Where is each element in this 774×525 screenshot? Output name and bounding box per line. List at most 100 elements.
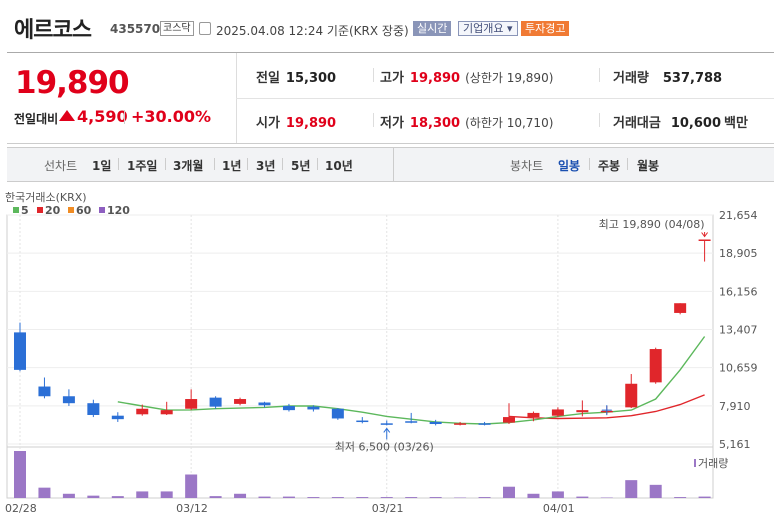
divider (165, 158, 166, 170)
volume-bar (551, 491, 564, 498)
y-tick-label: 7,910 (719, 400, 751, 413)
tab-weekly[interactable]: 주봉 (598, 159, 621, 173)
company-overview-dropdown[interactable]: 기업개요 ▾ (458, 21, 518, 36)
candle-body (698, 239, 711, 241)
legend-label-ma60: 60 (76, 204, 92, 217)
chart-period-tabs: 선차트 1일 1주일 3개월 1년 3년 5년 10년 봉차트 일봉 주봉 월봉 (7, 147, 774, 182)
low-arrowhead-icon (383, 427, 391, 433)
y-tick-label: 10,659 (719, 362, 758, 375)
divider (214, 158, 215, 170)
investment-warning-badge: 투자경고 (521, 21, 570, 36)
y-tick-label: 18,905 (719, 247, 758, 260)
volume-bar (160, 491, 173, 498)
amount-label: 거래대금 (613, 116, 661, 131)
quote-panel: 19,890 전일대비 4,590 +30.00% 전일 15,300 고가 19,… (7, 52, 774, 144)
volume-bar (674, 497, 687, 498)
high-value: 19,890 (409, 71, 461, 86)
high-price: 고가 19,890 (상한가 19,890) (380, 67, 553, 86)
tab-3m[interactable]: 3개월 (173, 159, 204, 173)
high-label: 고가 (380, 71, 404, 86)
candle-body (38, 386, 51, 397)
divider (247, 158, 248, 170)
candle-body (234, 399, 247, 404)
tab-3y[interactable]: 3년 (256, 159, 276, 173)
divider (118, 158, 119, 170)
candle-body (503, 417, 515, 423)
tab-1w[interactable]: 1주일 (127, 159, 158, 173)
legend-swatch-ma5 (13, 207, 19, 213)
candle-body (87, 403, 100, 415)
calendar-icon (199, 22, 211, 35)
quote-row-2: 시가 19,890 저가 18,300 (하한가 10,710) 거래대금 10,600… (236, 98, 774, 143)
y-tick-label: 13,407 (719, 324, 758, 337)
stock-name: 에르코스 (14, 18, 92, 43)
x-tick-label: 03/12 (176, 502, 208, 515)
prev-close-label: 전일 (256, 71, 280, 86)
candle-body (160, 410, 173, 415)
candle-body (331, 408, 344, 419)
divider (282, 158, 283, 170)
amount-unit: 백만 (724, 116, 748, 131)
tab-daily[interactable]: 일봉 (558, 159, 581, 173)
tab-1y[interactable]: 1년 (222, 159, 242, 173)
candle-body (625, 383, 638, 408)
change-value: 4,590 (77, 107, 128, 126)
low-label: 저가 (380, 116, 404, 131)
realtime-button[interactable]: 실시간 (413, 21, 452, 36)
volume-bar (258, 496, 271, 498)
candle-body (282, 405, 295, 411)
quote-row-1: 전일 15,300 고가 19,890 (상한가 19,890) 거래량 537,788 (236, 53, 774, 99)
x-tick-label: 02/28 (5, 502, 37, 515)
market-badge: 코스닥 (160, 21, 194, 36)
candle-body (380, 423, 393, 425)
legend-label-ma20: 20 (45, 204, 61, 217)
change-label: 전일대비 (14, 112, 59, 126)
prev-close: 전일 15,300 (256, 67, 336, 86)
volume-bar (234, 493, 247, 498)
volume-bar (62, 493, 75, 498)
tab-monthly[interactable]: 월봉 (637, 159, 660, 173)
high-arrowhead-icon (701, 232, 708, 238)
timestamp: 2025.04.08 12:24 기준(KRX 장중) (216, 24, 409, 38)
volume-bar (405, 497, 418, 498)
stock-code: 435570 (110, 22, 161, 36)
open-value: 19,890 (285, 116, 337, 131)
divider (393, 148, 394, 181)
low-value: 18,300 (409, 116, 461, 131)
volume-bar (282, 496, 295, 498)
y-tick-label: 16,156 (719, 285, 758, 298)
candle-body (478, 423, 491, 425)
candle-body (258, 402, 271, 406)
divider (373, 68, 374, 82)
lower-limit: (하한가 10,710) (465, 116, 554, 130)
volume-bar (649, 484, 662, 498)
crosshair-icon (601, 405, 612, 416)
volume-bar (185, 474, 198, 498)
source-label: 한국거래소(KRX) (5, 191, 87, 204)
tab-10y[interactable]: 10년 (325, 159, 353, 173)
volume-label: 거래량 (698, 457, 728, 470)
volume-bar (429, 497, 442, 498)
trade-amount: 거래대금 10,600 백만 (613, 112, 748, 131)
candle-body (62, 396, 75, 404)
candle-body (674, 303, 687, 313)
tab-1d[interactable]: 1일 (92, 159, 112, 173)
price-box: 19,890 전일대비 4,590 +30.00% (7, 53, 237, 143)
amount-value: 10,600 (670, 116, 722, 131)
legend-label-ma120: 120 (107, 204, 130, 217)
tab-5y[interactable]: 5년 (291, 159, 311, 173)
stock-chart: 한국거래소(KRX)5 20 60 120 21,654 18,905 16,156 13,4… (5, 191, 758, 515)
divider (627, 158, 628, 170)
x-tick-label: 04/01 (543, 502, 575, 515)
legend-swatch-ma120 (99, 207, 105, 213)
volume-bar (14, 451, 26, 498)
candle-body (454, 423, 467, 425)
volume-bar (209, 496, 222, 498)
divider (599, 68, 600, 82)
high-annotation: 최고 19,890 (04/08) (599, 218, 705, 231)
candle-body (136, 408, 149, 415)
stock-header: 에르코스 435570 코스닥 2025.04.08 12:24 기준(KRX … (0, 0, 774, 48)
volume-bar (136, 491, 149, 498)
candle-body (649, 349, 662, 383)
line-chart-label: 선차트 (44, 159, 78, 173)
